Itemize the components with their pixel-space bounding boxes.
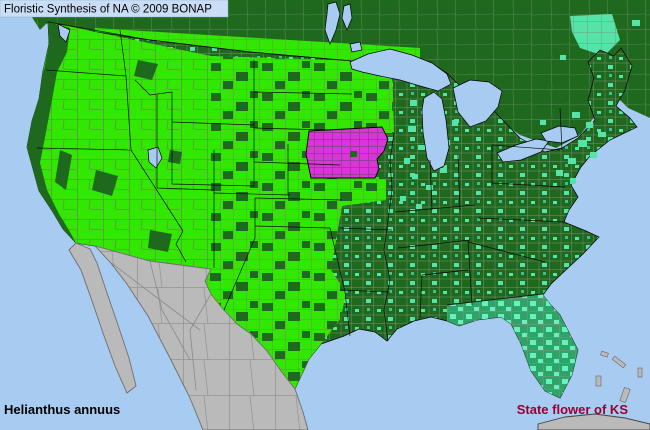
region-west-bright [27,22,211,269]
lake-huron [452,79,503,128]
map-title: Floristic Synthesis of NA © 2009 BONAP [4,4,212,16]
cuba [537,413,650,430]
region-united-states [26,21,638,399]
iowa-dark-county [350,151,357,157]
west-dark-patches [55,60,182,252]
header-panel: Floristic Synthesis of NA © 2009 BONAP [0,0,229,18]
species-name-label: Helianthus annuus [4,402,120,417]
lake-erie [496,138,550,163]
lake-winnipeg [324,1,341,45]
lake-michigan [421,91,450,172]
new-brunswick-teal [570,14,620,56]
mexico-mainland [93,245,309,430]
mexico-state-lines [109,260,212,391]
baja-california [68,242,137,394]
state-borders [36,21,566,342]
region-florida [447,294,578,398]
state-flower-note: State flower of KS [517,402,629,417]
lake-of-the-woods [349,41,363,53]
region-mexico [68,242,309,430]
great-salt-lake [147,146,163,169]
pacific-coast-dark [27,70,76,243]
canada-prairie-band [95,28,420,61]
lake-winnipegosis [341,3,353,31]
lake-ontario [540,125,579,144]
region-iowa-magenta [305,126,389,179]
puget-sound [57,23,71,43]
header-panel-bg [0,0,229,18]
lake-superior [349,48,452,92]
bahamas [595,350,643,403]
great-lakes [57,1,579,172]
caribbean-islands [537,350,650,430]
plains-dark-county-speckle [205,56,394,389]
